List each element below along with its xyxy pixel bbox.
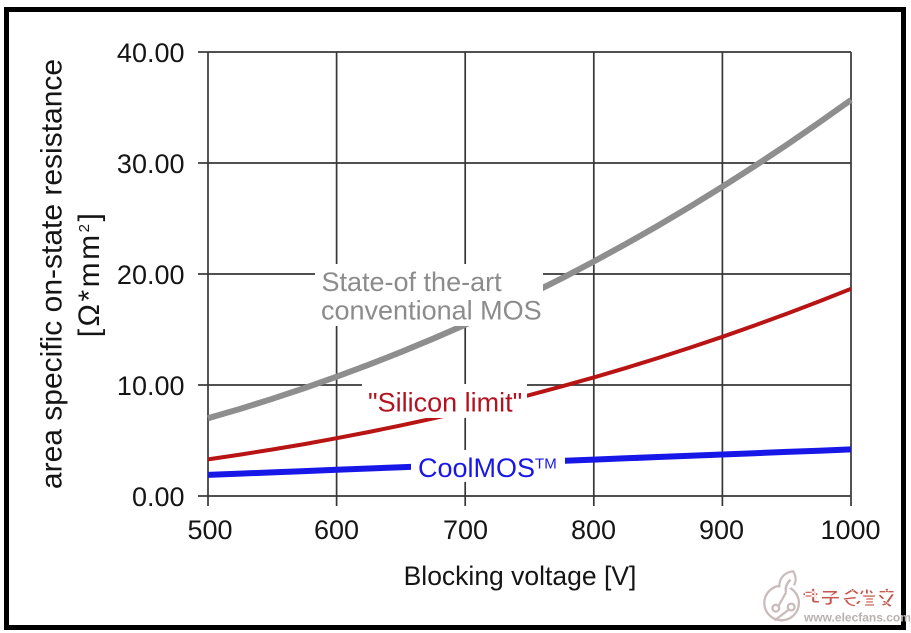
svg-text:10.00: 10.00	[117, 371, 185, 401]
svg-text:1000: 1000	[820, 515, 880, 545]
svg-text:800: 800	[571, 515, 616, 545]
svg-text:State-of the-art: State-of the-art	[322, 267, 503, 297]
svg-text:0.00: 0.00	[132, 482, 185, 512]
svg-text:500: 500	[187, 515, 232, 545]
svg-text:www.elecfans.com: www.elecfans.com	[803, 610, 911, 624]
svg-text:20.00: 20.00	[117, 260, 185, 290]
svg-text:"Silicon limit": "Silicon limit"	[368, 388, 522, 418]
svg-text:CoolMOSTM: CoolMOSTM	[418, 453, 557, 483]
svg-text:900: 900	[699, 515, 744, 545]
svg-text:Blocking voltage [V]: Blocking voltage [V]	[404, 561, 637, 591]
svg-text:700: 700	[443, 515, 488, 545]
svg-text:40.00: 40.00	[117, 38, 185, 68]
svg-text:600: 600	[314, 515, 359, 545]
svg-text:30.00: 30.00	[117, 149, 185, 179]
svg-text:area specific on-state resista: area specific on-state resistance	[36, 59, 69, 489]
svg-text:conventional MOS: conventional MOS	[321, 296, 542, 326]
